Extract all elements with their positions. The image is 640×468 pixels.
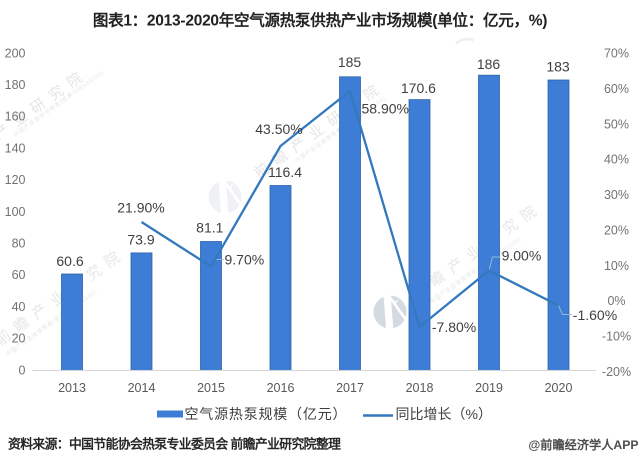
svg-text:43.50%: 43.50% bbox=[255, 121, 302, 137]
svg-text:@前瞻经济学人APP: @前瞻经济学人APP bbox=[528, 437, 638, 452]
svg-text:-7.80%: -7.80% bbox=[432, 319, 476, 335]
svg-text:-1.60%: -1.60% bbox=[573, 307, 617, 323]
svg-text:120: 120 bbox=[5, 173, 26, 187]
svg-text:200: 200 bbox=[5, 46, 26, 60]
svg-text:-20%: -20% bbox=[602, 365, 631, 379]
svg-text:116.4: 116.4 bbox=[268, 164, 302, 180]
svg-text:2016: 2016 bbox=[267, 381, 295, 395]
svg-text:同比增长（%）: 同比增长（%） bbox=[396, 406, 492, 422]
svg-text:50%: 50% bbox=[604, 117, 629, 131]
svg-text:70%: 70% bbox=[604, 47, 629, 61]
svg-text:80: 80 bbox=[12, 237, 26, 251]
svg-text:81.1: 81.1 bbox=[196, 220, 223, 236]
svg-text:2017: 2017 bbox=[336, 381, 364, 395]
svg-text:183: 183 bbox=[546, 59, 570, 75]
svg-text:图表1：2013-2020年空气源热泵供热产业市场规模(单位: 图表1：2013-2020年空气源热泵供热产业市场规模(单位：亿元，%) bbox=[93, 11, 547, 30]
svg-text:2019: 2019 bbox=[475, 381, 503, 395]
svg-text:21.90%: 21.90% bbox=[117, 200, 164, 216]
svg-text:60.6: 60.6 bbox=[56, 253, 83, 269]
svg-text:180: 180 bbox=[5, 78, 26, 92]
svg-text:100: 100 bbox=[5, 205, 26, 219]
svg-text:170.6: 170.6 bbox=[401, 80, 436, 96]
svg-text:60: 60 bbox=[12, 268, 26, 282]
svg-text:中国产业咨询领导者(股票代码839599): 中国产业咨询领导者(股票代码839599) bbox=[12, 68, 106, 139]
svg-text:185: 185 bbox=[338, 54, 362, 70]
svg-text:2018: 2018 bbox=[406, 381, 434, 395]
svg-text:2015: 2015 bbox=[197, 381, 225, 395]
svg-text:0: 0 bbox=[19, 363, 26, 377]
svg-text:20%: 20% bbox=[604, 223, 629, 237]
svg-text:58.90%: 58.90% bbox=[362, 101, 409, 117]
svg-text:160: 160 bbox=[5, 110, 26, 124]
svg-text:2020: 2020 bbox=[545, 381, 573, 395]
svg-text:20: 20 bbox=[12, 332, 26, 346]
svg-text:60%: 60% bbox=[604, 82, 629, 96]
svg-text:186: 186 bbox=[477, 56, 501, 72]
svg-text:空气源热泵规模（亿元）: 空气源热泵规模（亿元） bbox=[185, 406, 348, 422]
svg-text:40%: 40% bbox=[604, 153, 629, 167]
svg-text:73.9: 73.9 bbox=[127, 232, 154, 248]
svg-text:资料来源：中国节能协会热泵专业委员会 前瞻产业研究院整理: 资料来源：中国节能协会热泵专业委员会 前瞻产业研究院整理 bbox=[8, 437, 341, 452]
svg-text:30%: 30% bbox=[604, 188, 629, 202]
svg-text:2014: 2014 bbox=[128, 381, 156, 395]
svg-text:40: 40 bbox=[12, 300, 26, 314]
svg-text:9.70%: 9.70% bbox=[225, 252, 265, 268]
svg-text:-10%: -10% bbox=[602, 330, 631, 344]
svg-text:2013: 2013 bbox=[58, 381, 86, 395]
svg-text:10%: 10% bbox=[604, 259, 629, 273]
svg-text:9.00%: 9.00% bbox=[502, 248, 542, 264]
svg-text:140: 140 bbox=[5, 141, 26, 155]
svg-text:0%: 0% bbox=[607, 294, 625, 308]
